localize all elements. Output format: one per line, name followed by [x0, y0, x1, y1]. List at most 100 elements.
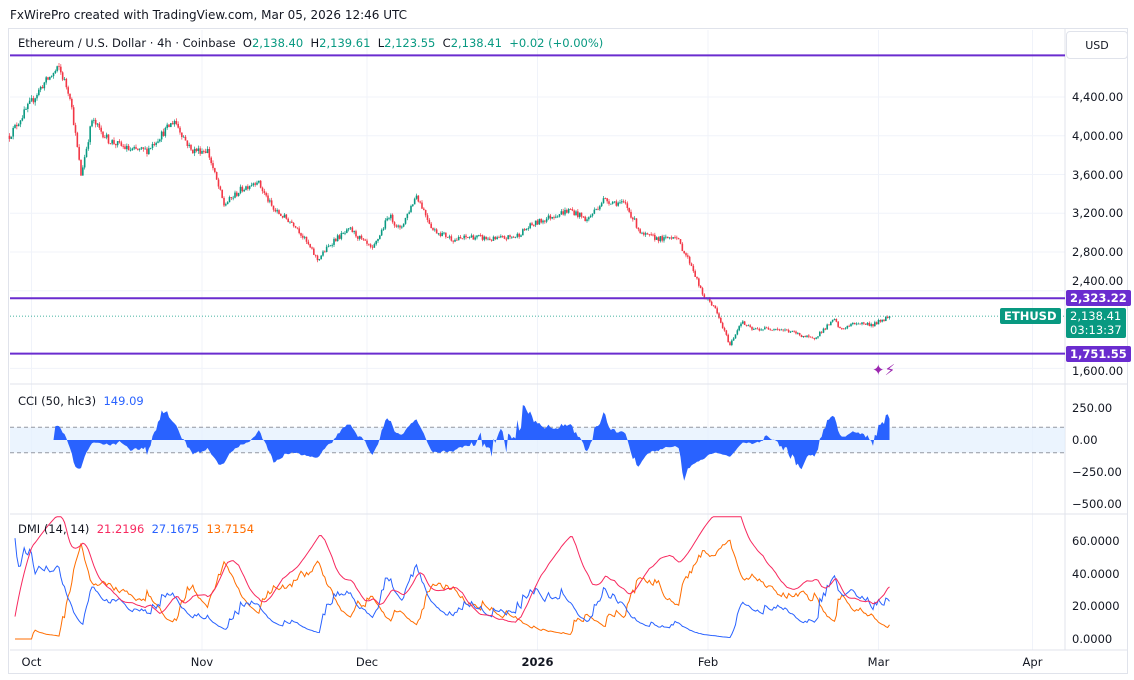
candle-body	[116, 141, 119, 146]
candle-body	[507, 235, 509, 240]
candle-body	[160, 131, 163, 140]
candle-body	[857, 323, 860, 325]
candle-body	[342, 232, 344, 234]
candle-body	[410, 205, 412, 213]
candle-body	[413, 198, 416, 205]
candle-body	[505, 238, 508, 240]
candle-body	[534, 220, 537, 226]
candle-body	[221, 189, 223, 198]
candle-body	[683, 251, 685, 254]
candle-body	[318, 259, 321, 261]
candle-body	[166, 124, 168, 128]
candle-body	[296, 227, 299, 229]
candle-body	[17, 124, 20, 127]
candle-body	[415, 195, 418, 199]
candle-body	[492, 236, 495, 241]
candle-body	[538, 218, 541, 225]
level-price-tag: 1,751.55	[1066, 345, 1131, 362]
candle-body	[736, 330, 739, 335]
candle-body	[560, 211, 563, 215]
candle-body	[270, 200, 273, 206]
candle-body	[773, 329, 775, 331]
candle-body	[599, 206, 601, 210]
candle-body	[652, 234, 654, 236]
candle-body	[723, 328, 726, 331]
candle-body	[699, 285, 702, 289]
candle-body	[419, 201, 421, 203]
cci-legend[interactable]: CCI (50, hlc3) 149.09	[18, 394, 144, 408]
candle-body	[632, 217, 634, 220]
candle-body	[96, 123, 99, 125]
cci-axis-label: 0.00	[1072, 433, 1098, 447]
candle-body	[247, 186, 249, 189]
candle-body	[743, 321, 746, 326]
lightning-assistant-icon[interactable]: ✦⚡	[872, 361, 896, 379]
candle-body	[371, 246, 374, 248]
candle-body	[289, 221, 291, 223]
candle-body	[690, 263, 693, 266]
candle-body	[241, 186, 244, 192]
candle-body	[608, 201, 610, 204]
open-label: O	[242, 36, 252, 50]
candle-body	[43, 82, 46, 89]
candle-body	[661, 236, 663, 241]
candle-body	[408, 212, 410, 214]
candle-body	[258, 180, 260, 183]
candle-body	[67, 87, 69, 94]
candle-body	[762, 329, 764, 331]
candle-body	[859, 323, 861, 325]
candle-body	[333, 238, 335, 245]
candle-body	[137, 148, 139, 150]
candle-body	[591, 213, 594, 216]
candle-body	[58, 66, 60, 68]
candle-body	[259, 180, 262, 188]
candle-body	[228, 197, 231, 203]
candle-body	[21, 118, 24, 121]
candle-body	[309, 244, 311, 248]
candle-body	[28, 100, 31, 104]
candle-body	[630, 211, 632, 218]
candle-body	[611, 201, 614, 204]
candle-body	[421, 202, 423, 209]
candle-body	[811, 337, 814, 339]
candle-body	[498, 237, 500, 239]
candle-body	[749, 325, 751, 327]
candle-body	[30, 98, 33, 101]
candle-body	[181, 132, 183, 137]
candle-body	[765, 327, 768, 329]
candle-body	[208, 148, 211, 158]
candle-body	[243, 189, 245, 192]
candle-body	[846, 325, 849, 329]
candle-body	[256, 182, 258, 185]
candle-body	[641, 232, 643, 234]
candle-body	[302, 235, 304, 238]
candle-body	[424, 209, 427, 216]
candle-body	[542, 220, 544, 223]
candle-body	[27, 103, 29, 110]
candle-body	[853, 322, 856, 325]
candle-body	[520, 235, 522, 237]
candle-body	[232, 197, 234, 199]
candle-body	[775, 328, 777, 330]
candle-body	[164, 127, 167, 136]
candle-body	[674, 237, 676, 238]
candle-body	[448, 236, 451, 238]
candle-body	[446, 236, 449, 238]
candle-body	[210, 157, 212, 164]
candle-body	[637, 227, 640, 230]
dmi-legend[interactable]: DMI (14, 14) 21.2196 27.1675 13.7154	[18, 522, 254, 536]
candle-body	[494, 236, 497, 239]
candle-body	[566, 209, 568, 213]
candle-body	[324, 251, 326, 253]
candle-body	[219, 186, 222, 190]
candle-body	[98, 123, 101, 128]
symbol-name[interactable]: Ethereum / U.S. Dollar · 4h · Coinbase	[18, 36, 236, 50]
candle-body	[245, 186, 247, 190]
candle-body	[731, 340, 733, 346]
candle-body	[197, 148, 200, 151]
candle-body	[14, 124, 16, 128]
candle-body	[586, 219, 588, 221]
currency-button[interactable]: USD	[1066, 31, 1128, 59]
candle-body	[364, 239, 366, 241]
